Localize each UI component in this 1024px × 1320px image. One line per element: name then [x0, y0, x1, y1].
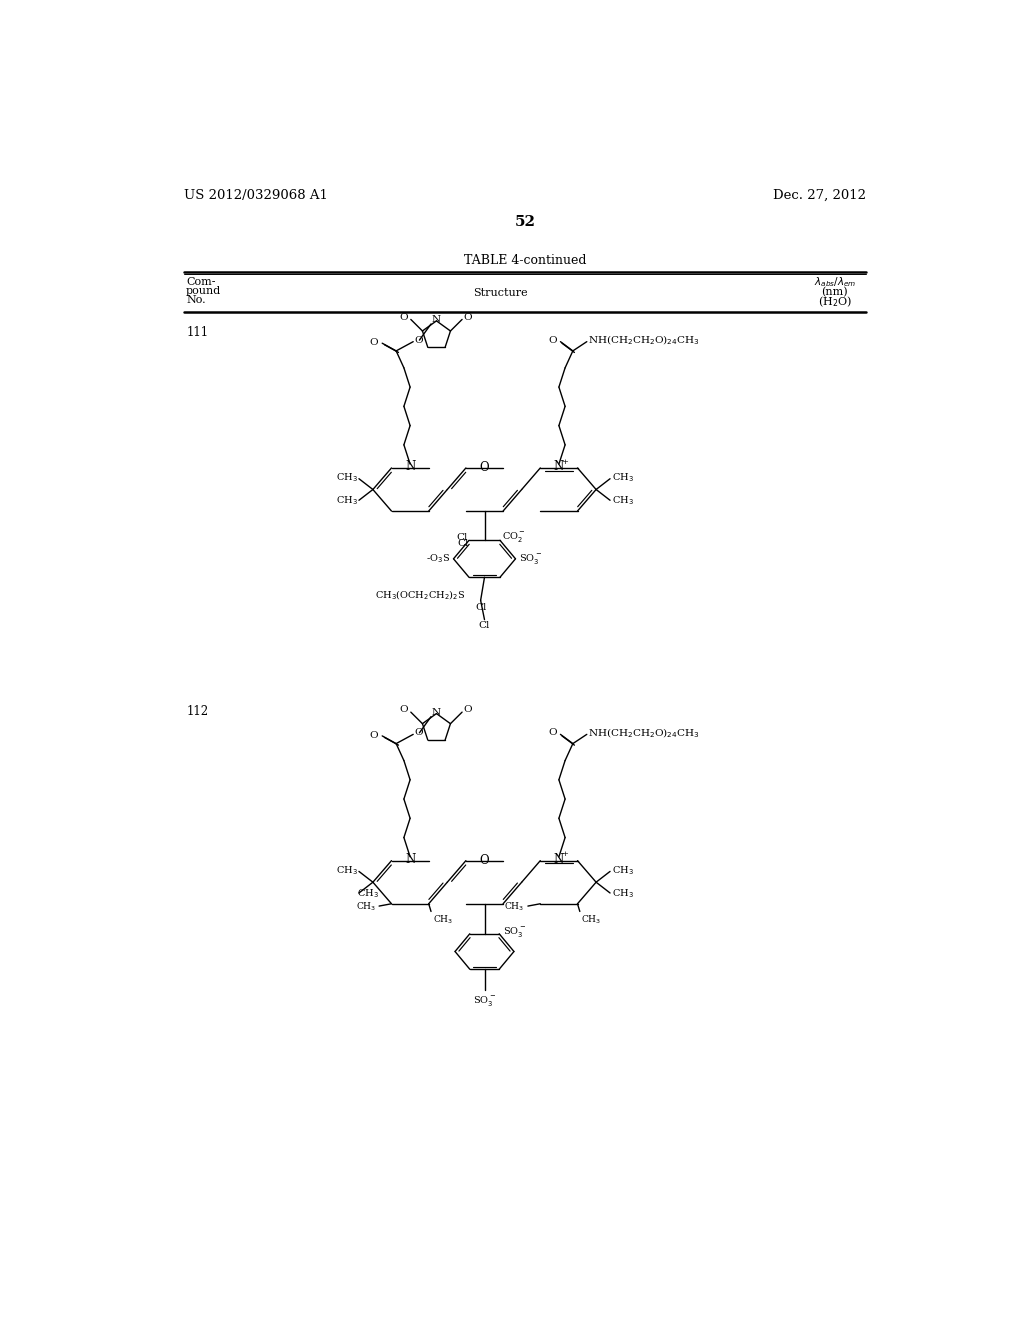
Text: N: N — [432, 708, 441, 717]
Text: O: O — [399, 705, 409, 714]
Text: (nm): (nm) — [821, 286, 848, 297]
Text: CO$_2^-$: CO$_2^-$ — [502, 531, 525, 544]
Text: O: O — [548, 335, 557, 345]
Text: +: + — [561, 458, 568, 466]
Text: (H$_2$O): (H$_2$O) — [818, 294, 852, 309]
Text: Cl: Cl — [475, 603, 486, 611]
Text: N: N — [404, 853, 415, 866]
Text: CH$_3$: CH$_3$ — [611, 471, 634, 484]
Text: CH$_3$: CH$_3$ — [336, 865, 357, 876]
Text: CH$_3$: CH$_3$ — [336, 471, 357, 484]
Text: SO$_3^-$: SO$_3^-$ — [519, 552, 543, 566]
Text: O: O — [479, 462, 489, 474]
Text: SO$_3^-$: SO$_3^-$ — [503, 925, 526, 940]
Text: -O$_3$S: -O$_3$S — [426, 552, 450, 565]
Text: NH(CH$_2$CH$_2$O)$_{24}$CH$_3$: NH(CH$_2$CH$_2$O)$_{24}$CH$_3$ — [589, 726, 699, 739]
Text: O: O — [399, 313, 409, 322]
Text: CH$_3$: CH$_3$ — [611, 495, 634, 507]
Text: CH$_3$(OCH$_2$CH$_2$)$_2$S: CH$_3$(OCH$_2$CH$_2$)$_2$S — [375, 589, 465, 602]
Text: CH$_3$: CH$_3$ — [505, 900, 524, 913]
Text: Cl: Cl — [479, 622, 490, 630]
Text: Com-: Com- — [186, 277, 216, 286]
Text: CH$_3$: CH$_3$ — [432, 913, 453, 925]
Text: CH$_3$: CH$_3$ — [357, 887, 379, 900]
Text: CH$_3$: CH$_3$ — [611, 865, 634, 876]
Text: TABLE 4-continued: TABLE 4-continued — [464, 255, 586, 268]
Text: Dec. 27, 2012: Dec. 27, 2012 — [773, 189, 866, 202]
Text: Cl: Cl — [457, 539, 469, 548]
Text: CH$_3$: CH$_3$ — [611, 887, 634, 900]
Text: N: N — [553, 459, 563, 473]
Text: 52: 52 — [514, 215, 536, 228]
Text: CH$_3$: CH$_3$ — [336, 495, 357, 507]
Text: O: O — [479, 854, 489, 867]
Text: O: O — [464, 705, 472, 714]
Text: US 2012/0329068 A1: US 2012/0329068 A1 — [183, 189, 328, 202]
Text: CH$_3$: CH$_3$ — [582, 913, 602, 925]
Text: +: + — [561, 850, 568, 858]
Text: O: O — [464, 313, 472, 322]
Text: pound: pound — [186, 286, 221, 296]
Text: N: N — [404, 459, 415, 473]
Text: $\lambda_{abs}/\lambda_{em}$: $\lambda_{abs}/\lambda_{em}$ — [814, 275, 856, 289]
Text: O: O — [415, 729, 423, 738]
Text: NH(CH$_2$CH$_2$O)$_{24}$CH$_3$: NH(CH$_2$CH$_2$O)$_{24}$CH$_3$ — [589, 334, 699, 347]
Text: SO$_3^-$: SO$_3^-$ — [473, 994, 496, 1008]
Text: O: O — [415, 335, 423, 345]
Text: Structure: Structure — [473, 288, 527, 298]
Text: O: O — [548, 729, 557, 738]
Text: 112: 112 — [186, 705, 208, 718]
Text: CH$_3$: CH$_3$ — [355, 900, 376, 913]
Text: O: O — [370, 338, 378, 347]
Text: Cl: Cl — [456, 533, 467, 541]
Text: N: N — [553, 853, 563, 866]
Text: 111: 111 — [186, 326, 208, 339]
Text: O: O — [370, 731, 378, 739]
Text: No.: No. — [186, 296, 206, 305]
Text: N: N — [432, 315, 441, 323]
